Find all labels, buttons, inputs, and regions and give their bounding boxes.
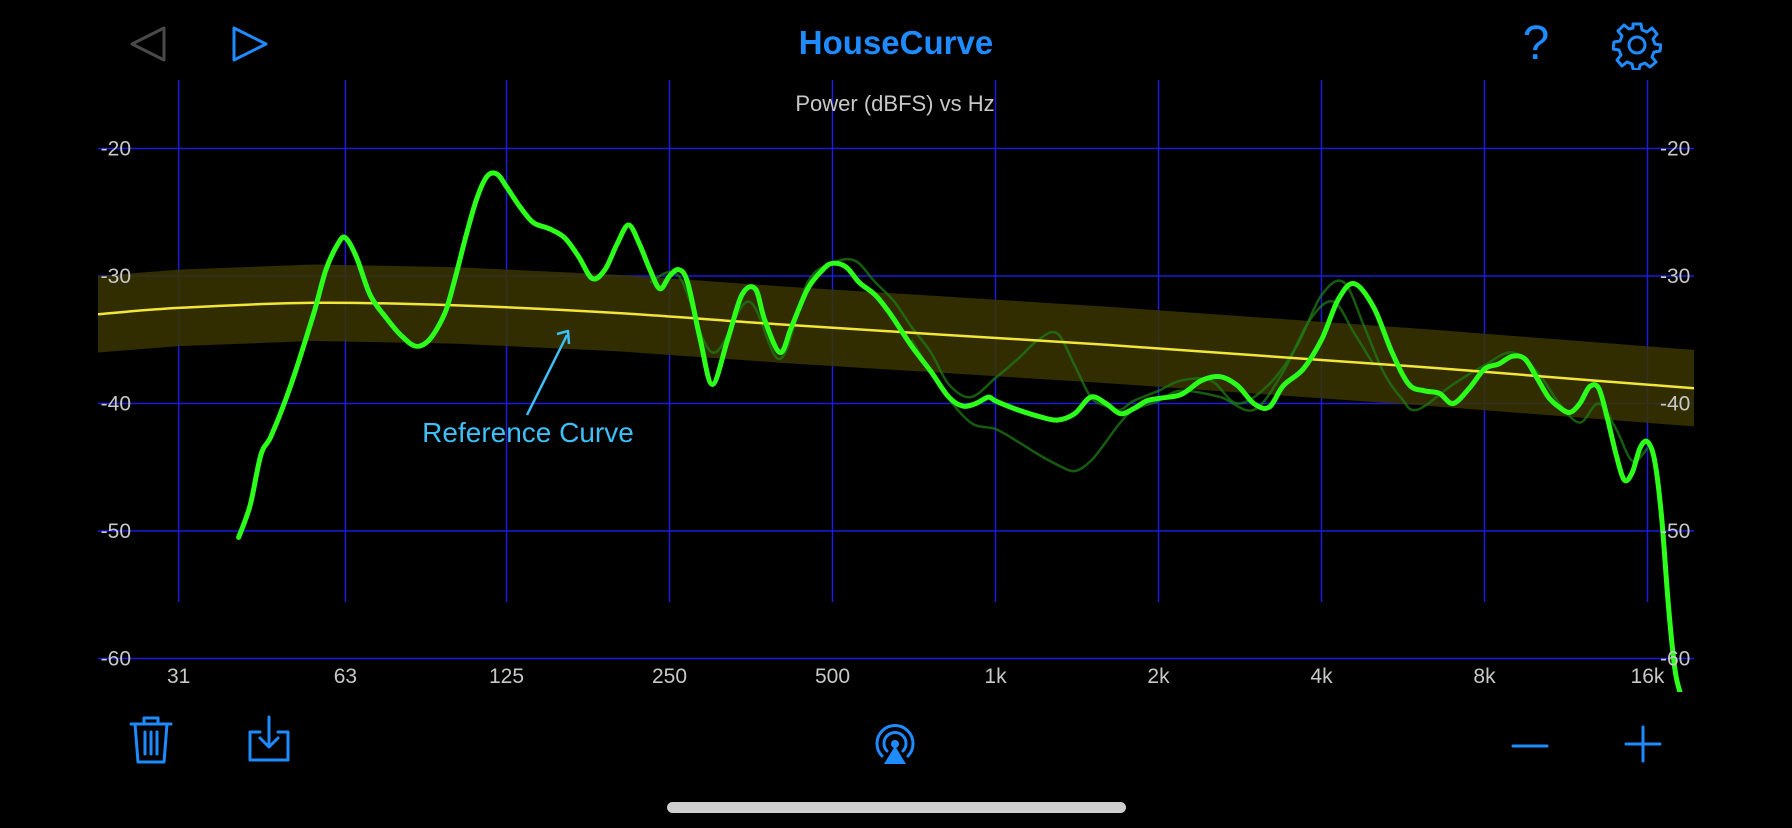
download-tray-icon — [248, 715, 290, 762]
x-tick-label: 8k — [1473, 665, 1496, 688]
y-tick-label-right: -30 — [1660, 265, 1690, 288]
gear-icon — [1611, 22, 1663, 72]
x-tick-label: 31 — [167, 665, 190, 688]
export-button[interactable] — [246, 714, 292, 764]
minus-icon — [1511, 744, 1549, 748]
zoom-out-button[interactable] — [1510, 726, 1550, 766]
y-tick-label-left: -30 — [101, 265, 131, 288]
x-tick-label: 63 — [334, 665, 357, 688]
x-tick-label: 16k — [1631, 665, 1665, 688]
play-triangle-icon — [232, 26, 268, 62]
x-tick-label: 2k — [1147, 665, 1170, 688]
x-tick-label: 500 — [815, 665, 850, 688]
annotation-text: Reference Curve — [422, 417, 634, 448]
reference-curve-line — [98, 301, 1694, 390]
series-layer — [98, 170, 1694, 692]
help-icon: ? — [1522, 17, 1550, 70]
frequency-response-chart[interactable]: -20 -20 -30 -30 -40 -40 -50 -50 -60 -60 31 63 125 250… — [0, 80, 1792, 700]
top-toolbar: HouseCurve ? — [0, 0, 1792, 90]
play-button[interactable] — [228, 22, 272, 66]
annotation-arrow-line — [525, 334, 569, 416]
home-indicator[interactable] — [667, 802, 1126, 813]
axis-labels: -20 -20 -30 -30 -40 -40 -50 -50 -60 -60 31 63 125 250… — [101, 138, 1691, 689]
x-tick-label: 125 — [489, 665, 524, 688]
y-tick-label-right: -20 — [1660, 138, 1690, 161]
airplay-button[interactable] — [872, 722, 918, 768]
y-tick-label-right: -40 — [1660, 393, 1690, 416]
bottom-toolbar — [0, 700, 1792, 828]
help-button[interactable]: ? — [1514, 16, 1558, 72]
x-tick-label: 1k — [984, 665, 1007, 688]
measurement-alt-line — [649, 257, 1649, 463]
reference-band-area — [98, 264, 1694, 427]
x-tick-label: 4k — [1310, 665, 1333, 688]
annotation-arrow-head — [556, 329, 571, 345]
back-triangle-icon — [130, 26, 166, 62]
measurement-alt-line — [910, 299, 1376, 473]
trash-icon — [129, 716, 173, 764]
y-tick-label-left: -60 — [101, 648, 131, 671]
app-title: HouseCurve — [798, 24, 994, 61]
reference-curve-annotation: Reference Curve — [422, 329, 634, 448]
x-tick-label: 250 — [652, 665, 687, 688]
y-tick-label-left: -20 — [101, 138, 131, 161]
measurement-line — [236, 170, 1683, 692]
settings-button[interactable] — [1611, 20, 1663, 72]
airplay-audio-icon — [875, 724, 915, 764]
y-tick-label-left: -50 — [101, 520, 131, 543]
plus-icon — [1624, 725, 1662, 763]
y-tick-label-left: -40 — [101, 393, 131, 416]
y-tick-label-right: -50 — [1660, 520, 1690, 543]
delete-button[interactable] — [128, 714, 174, 766]
y-tick-label-right: -60 — [1660, 648, 1690, 671]
back-button[interactable] — [126, 22, 170, 66]
chart-svg: -20 -20 -30 -30 -40 -40 -50 -50 -60 -60 31 63 125 250… — [98, 80, 1694, 692]
zoom-in-button[interactable] — [1623, 724, 1663, 764]
chart-title: Power (dBFS) vs Hz — [795, 91, 994, 116]
reference-band — [98, 264, 1694, 427]
